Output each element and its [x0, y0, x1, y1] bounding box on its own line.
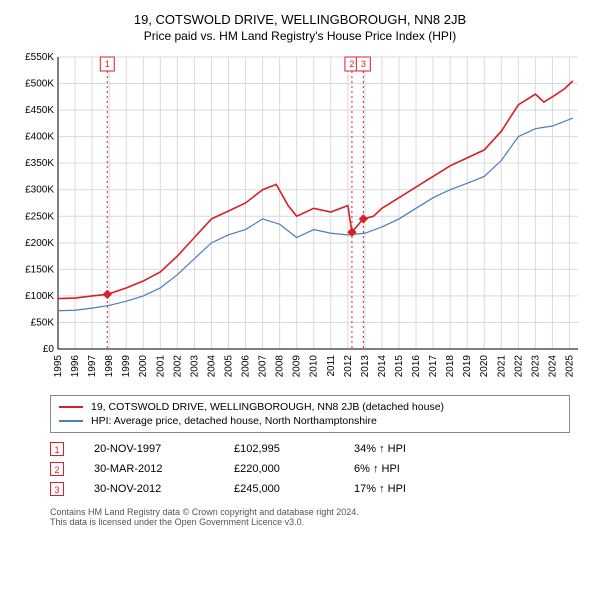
sale-row: 3 30-NOV-2012 £245,000 17% ↑ HPI — [50, 479, 570, 499]
svg-text:£350K: £350K — [25, 158, 54, 169]
svg-text:2006: 2006 — [241, 355, 252, 378]
sales-table: 1 20-NOV-1997 £102,995 34% ↑ HPI 2 30-MAR-201… — [50, 439, 570, 499]
sale-price: £220,000 — [234, 463, 324, 475]
svg-text:2011: 2011 — [326, 355, 337, 377]
sale-delta: 6% ↑ HPI — [354, 463, 400, 475]
svg-text:£100K: £100K — [25, 291, 54, 302]
sale-date: 30-NOV-2012 — [94, 483, 204, 495]
svg-text:2016: 2016 — [411, 355, 422, 378]
svg-text:£300K: £300K — [25, 185, 54, 196]
svg-text:3: 3 — [361, 59, 366, 69]
svg-text:2005: 2005 — [223, 355, 234, 378]
svg-text:2013: 2013 — [360, 355, 371, 378]
sale-date: 30-MAR-2012 — [94, 463, 204, 475]
sale-date: 20-NOV-1997 — [94, 443, 204, 455]
legend-label: HPI: Average price, detached house, Nort… — [91, 415, 377, 427]
sale-delta: 34% ↑ HPI — [354, 443, 406, 455]
legend-item: HPI: Average price, detached house, Nort… — [59, 414, 561, 428]
price-chart: £0 £50K £100K £150K £200K £250K £300K £350K £400… — [10, 49, 590, 389]
legend: 19, COTSWOLD DRIVE, WELLINGBOROUGH, NN8 … — [50, 395, 570, 433]
svg-text:2017: 2017 — [428, 355, 439, 378]
page-title: 19, COTSWOLD DRIVE, WELLINGBOROUGH, NN8 … — [10, 12, 590, 27]
legend-item: 19, COTSWOLD DRIVE, WELLINGBOROUGH, NN8 … — [59, 400, 561, 414]
svg-text:2008: 2008 — [275, 355, 286, 378]
svg-text:£500K: £500K — [25, 79, 54, 90]
legend-swatch — [59, 406, 83, 408]
svg-text:2001: 2001 — [155, 355, 166, 378]
svg-text:1999: 1999 — [121, 355, 132, 378]
svg-text:£50K: £50K — [31, 317, 55, 328]
svg-text:£400K: £400K — [25, 132, 54, 143]
svg-text:£200K: £200K — [25, 238, 54, 249]
sale-marker-box: 3 — [50, 482, 64, 496]
sale-price: £102,995 — [234, 443, 324, 455]
svg-text:2002: 2002 — [172, 355, 183, 378]
svg-text:1997: 1997 — [87, 355, 98, 378]
sale-marker-box: 1 — [50, 442, 64, 456]
footnote: Contains HM Land Registry data © Crown c… — [50, 507, 570, 527]
svg-text:2015: 2015 — [394, 355, 405, 378]
svg-text:2023: 2023 — [530, 355, 541, 378]
sale-delta: 17% ↑ HPI — [354, 483, 406, 495]
svg-text:£150K: £150K — [25, 264, 54, 275]
svg-text:2003: 2003 — [189, 355, 200, 378]
svg-text:2022: 2022 — [513, 355, 524, 378]
svg-text:1: 1 — [105, 59, 110, 69]
sale-row: 2 30-MAR-2012 £220,000 6% ↑ HPI — [50, 459, 570, 479]
sale-price: £245,000 — [234, 483, 324, 495]
svg-text:2018: 2018 — [445, 355, 456, 378]
legend-label: 19, COTSWOLD DRIVE, WELLINGBOROUGH, NN8 … — [91, 401, 444, 413]
svg-text:£450K: £450K — [25, 105, 54, 116]
svg-text:2025: 2025 — [564, 355, 575, 378]
svg-text:2012: 2012 — [343, 355, 354, 378]
sale-marker-box: 2 — [50, 462, 64, 476]
svg-text:2021: 2021 — [496, 355, 507, 378]
svg-text:£550K: £550K — [25, 52, 54, 63]
svg-text:2019: 2019 — [462, 355, 473, 378]
svg-text:1998: 1998 — [104, 355, 115, 378]
svg-text:1996: 1996 — [70, 355, 81, 378]
sale-row: 1 20-NOV-1997 £102,995 34% ↑ HPI — [50, 439, 570, 459]
svg-text:2014: 2014 — [377, 355, 388, 378]
footnote-line: This data is licensed under the Open Gov… — [50, 517, 570, 527]
legend-swatch — [59, 420, 83, 422]
svg-text:£250K: £250K — [25, 211, 54, 222]
svg-text:2007: 2007 — [258, 355, 269, 378]
svg-text:2024: 2024 — [547, 355, 558, 378]
svg-text:£0: £0 — [43, 344, 55, 355]
svg-text:2010: 2010 — [309, 355, 320, 378]
svg-text:1995: 1995 — [53, 355, 64, 378]
page-subtitle: Price paid vs. HM Land Registry's House … — [10, 29, 590, 43]
svg-text:2020: 2020 — [479, 355, 490, 378]
svg-text:2004: 2004 — [206, 355, 217, 378]
svg-text:2009: 2009 — [292, 355, 303, 378]
svg-text:2: 2 — [349, 59, 354, 69]
footnote-line: Contains HM Land Registry data © Crown c… — [50, 507, 570, 517]
svg-text:2000: 2000 — [138, 355, 149, 378]
